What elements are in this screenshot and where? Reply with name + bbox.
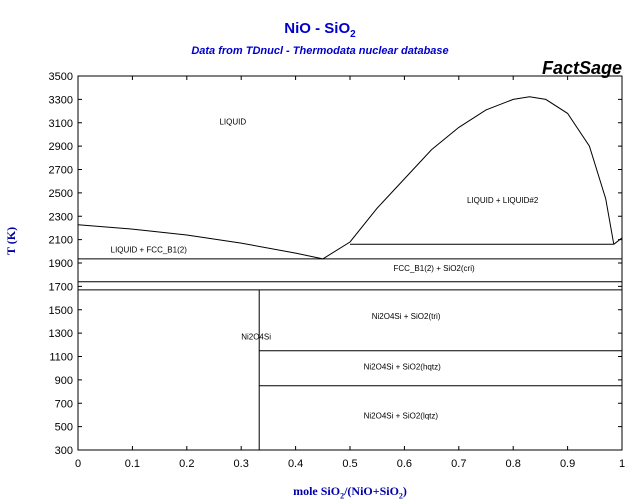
phase-boundary-line — [77, 224, 323, 260]
x-axis-label-part: /(NiO+SiO — [344, 484, 399, 498]
chart-title-main: NiO - SiO — [284, 20, 351, 37]
plot-frame — [77, 75, 623, 451]
y-tick-label: 2900 — [49, 141, 73, 153]
x-tick-label: 0.4 — [288, 458, 303, 470]
x-axis-label-subscript: 2 — [398, 491, 403, 501]
y-tick-label: 2300 — [49, 211, 73, 223]
phase-region-label: Ni2O4Si — [241, 333, 271, 342]
x-tick-label: 0.5 — [342, 458, 357, 470]
factsage-logo: FactSage — [541, 58, 622, 78]
phase-region-label: LIQUID + FCC_B1(2) — [111, 245, 188, 254]
chart-subtitle: Data from TDnucl - Thermodata nuclear da… — [191, 45, 449, 57]
phase-region-label: LIQUID + LIQUID#2 — [467, 196, 539, 205]
x-axis-label-part: mole SiO — [293, 484, 341, 498]
chart-title-subscript: 2 — [350, 29, 356, 40]
x-axis-label: mole SiO2/(NiO+SiO2) — [0, 484, 640, 500]
y-tick-label: 1300 — [49, 328, 73, 340]
y-tick-label: 2100 — [49, 235, 73, 247]
x-axis-label-subscript: 2 — [340, 491, 345, 501]
x-tick-label: 0.8 — [506, 458, 521, 470]
x-tick-label: 0.7 — [451, 458, 466, 470]
phase-boundary-line — [613, 237, 623, 245]
y-tick-label: 900 — [55, 375, 73, 387]
x-tick-label: 0 — [75, 458, 81, 470]
y-tick-label: 1900 — [49, 258, 73, 270]
chart-title: NiO - SiO2 — [0, 20, 640, 40]
phase-region-label: Ni2O4Si + SiO2(hqtz) — [364, 362, 441, 371]
y-axis-label: T (K) — [4, 226, 18, 255]
phase-region-label: LIQUID — [219, 118, 246, 127]
y-tick-label: 3500 — [49, 71, 73, 83]
phase-region-label: FCC_B1(2) + SiO2(cri) — [394, 264, 475, 273]
y-tick-label: 700 — [55, 398, 73, 410]
phase-region-label: Ni2O4Si + SiO2(tri) — [372, 312, 441, 321]
y-tick-label: 2700 — [49, 165, 73, 177]
phase-region-label: Ni2O4Si + SiO2(lqtz) — [364, 411, 439, 420]
x-tick-label: 0.6 — [397, 458, 412, 470]
x-tick-label: 0.1 — [125, 458, 140, 470]
x-tick-label: 0.3 — [234, 458, 249, 470]
y-tick-label: 500 — [55, 422, 73, 434]
x-axis-label-part: ) — [402, 484, 407, 498]
y-tick-label: 300 — [55, 445, 73, 457]
x-tick-label: 1 — [619, 458, 625, 470]
x-tick-label: 0.9 — [560, 458, 575, 470]
y-tick-label: 3300 — [49, 94, 73, 106]
phase-boundary-line — [322, 96, 615, 260]
y-tick-label: 3100 — [49, 118, 73, 130]
y-tick-label: 1500 — [49, 305, 73, 317]
x-tick-label: 0.2 — [179, 458, 194, 470]
y-tick-label: 2500 — [49, 188, 73, 200]
y-tick-label: 1100 — [49, 352, 73, 364]
y-tick-label: 1700 — [49, 281, 73, 293]
